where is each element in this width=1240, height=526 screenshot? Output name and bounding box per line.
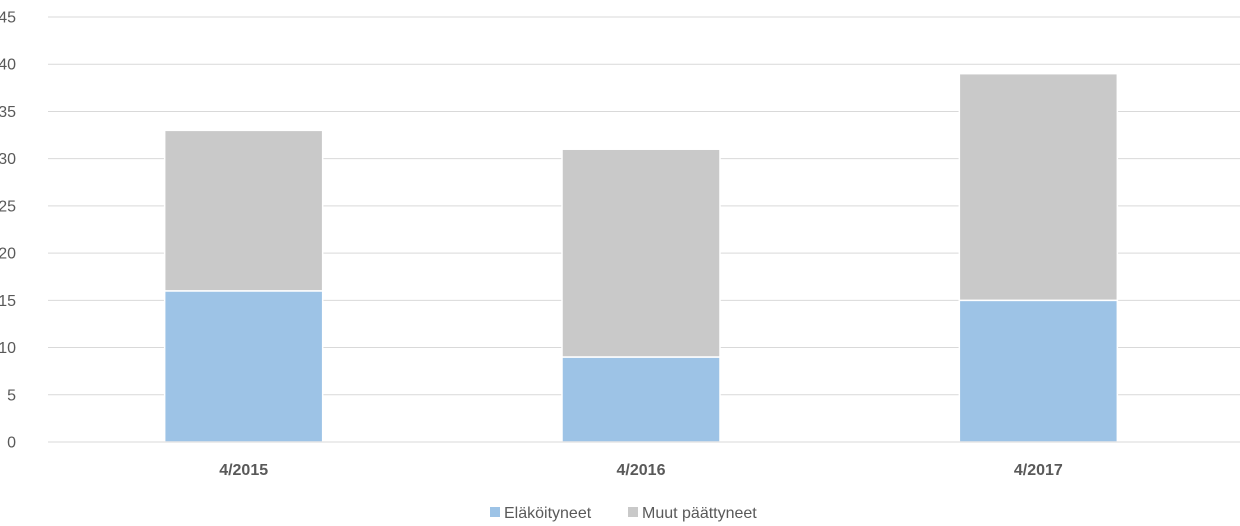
legend: Eläköityneet Muut päättyneet [490,505,757,522]
y-tick-label-20: 20 [0,246,16,263]
y-tick-label-15: 15 [0,293,16,310]
y-tick-label-45: 45 [0,10,16,27]
y-axis-ticks: 0 5 10 15 20 25 30 35 40 45 [0,10,16,452]
x-axis-ticks: 4/2015 4/2016 4/2017 [219,462,1063,479]
bar-4-2017-series-1 [958,72,1119,302]
y-tick-label-0: 0 [7,435,16,452]
y-tick-label-25: 25 [0,198,16,215]
y-tick-label-10: 10 [0,340,16,357]
y-tick-label-35: 35 [0,104,16,121]
bar-4-2016-series-0 [561,356,721,443]
y-tick-label-5: 5 [7,387,16,404]
bar-4-2016-series-1 [561,148,721,358]
y-tick-label-30: 30 [0,151,16,168]
legend-swatch-1 [628,507,638,517]
bars [163,72,1119,443]
x-tick-label-2: 4/2017 [1014,462,1063,479]
y-tick-label-40: 40 [0,57,16,74]
x-tick-label-0: 4/2015 [219,462,268,479]
bar-4-2015-series-1 [163,129,324,292]
legend-swatch-0 [490,507,500,517]
legend-label-0: Eläköityneet [504,505,592,522]
x-tick-label-1: 4/2016 [617,462,666,479]
bar-4-2015-series-0 [163,290,324,443]
legend-label-1: Muut päättyneet [642,505,757,522]
bar-4-2017-series-0 [958,299,1119,443]
